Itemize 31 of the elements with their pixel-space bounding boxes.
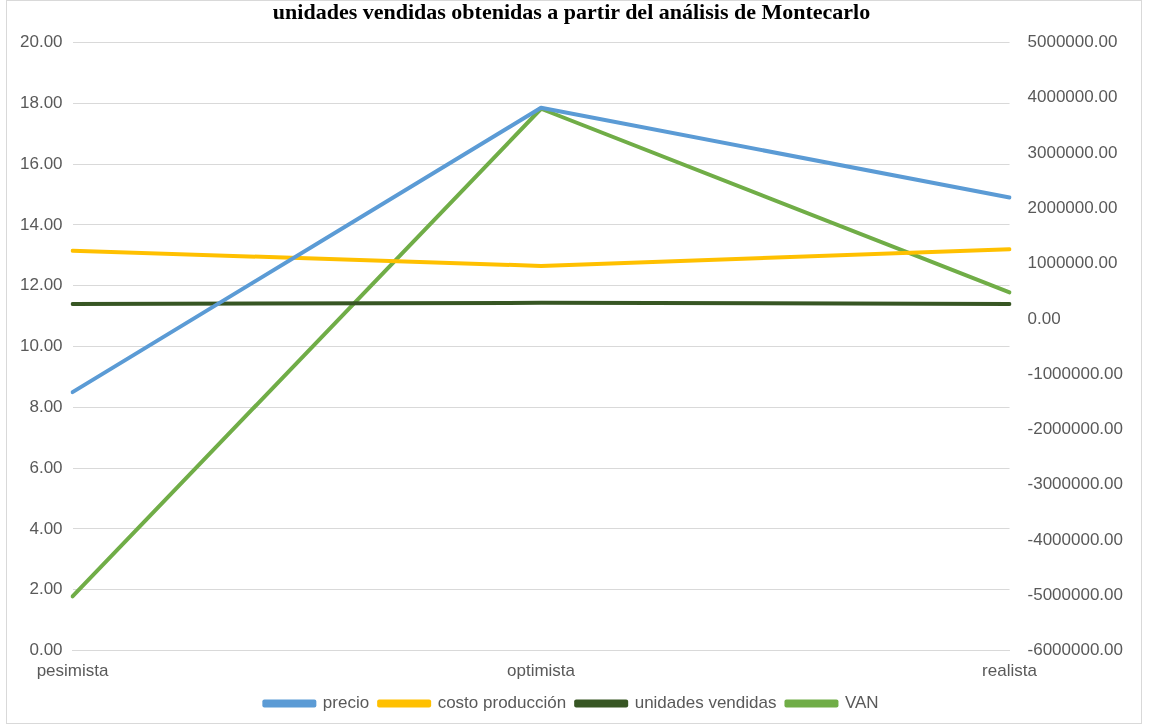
y-tick-label: 0.00: [29, 640, 63, 660]
y2-tick-label: 3000000.00: [1027, 142, 1118, 162]
legend-label: precio: [322, 693, 370, 713]
y-tick-label: 20.00: [19, 32, 63, 52]
legend-label: costo producción: [437, 693, 567, 713]
x-tick-label: pesimista: [36, 661, 109, 681]
y2-tick-label: -5000000.00: [1027, 585, 1124, 604]
y2-tick-label: -1000000.00: [1027, 363, 1124, 383]
y-tick-label: 16.00: [19, 153, 63, 173]
y2-tick-label: -2000000.00: [1027, 419, 1124, 439]
y2-tick-label: 4000000.00: [1027, 87, 1118, 107]
y2-tick-label: 0.00: [1027, 308, 1061, 328]
x-tick-label: realista: [982, 661, 1038, 681]
y-tick-label: 14.00: [19, 214, 63, 234]
y-tick-label: 4.00: [29, 518, 63, 538]
y-tick-label: 18.00: [19, 92, 63, 112]
y-tick-label: 8.00: [29, 397, 63, 417]
y2-tick-label: 1000000.00: [1027, 253, 1118, 273]
chart-title: unidades vendidas obtenidas a partir del análisis de Montecarlo: [272, 0, 871, 24]
y2-tick-label: -6000000.00: [1027, 640, 1124, 660]
y2-tick-label: 2000000.00: [1027, 197, 1118, 217]
legend-label: unidades vendidas: [634, 693, 777, 713]
y-tick-label: 10.00: [19, 336, 63, 356]
y-tick-label: 6.00: [29, 457, 63, 477]
legend-label: VAN: [844, 693, 879, 713]
y2-tick-label: -4000000.00: [1027, 529, 1124, 549]
y2-tick-label: -3000000.00: [1027, 474, 1124, 494]
y-tick-label: 12.00: [19, 275, 63, 295]
x-tick-label: optimista: [507, 661, 576, 681]
y-tick-label: 2.00: [29, 579, 63, 599]
y2-tick-label: 5000000.00: [1027, 32, 1118, 52]
